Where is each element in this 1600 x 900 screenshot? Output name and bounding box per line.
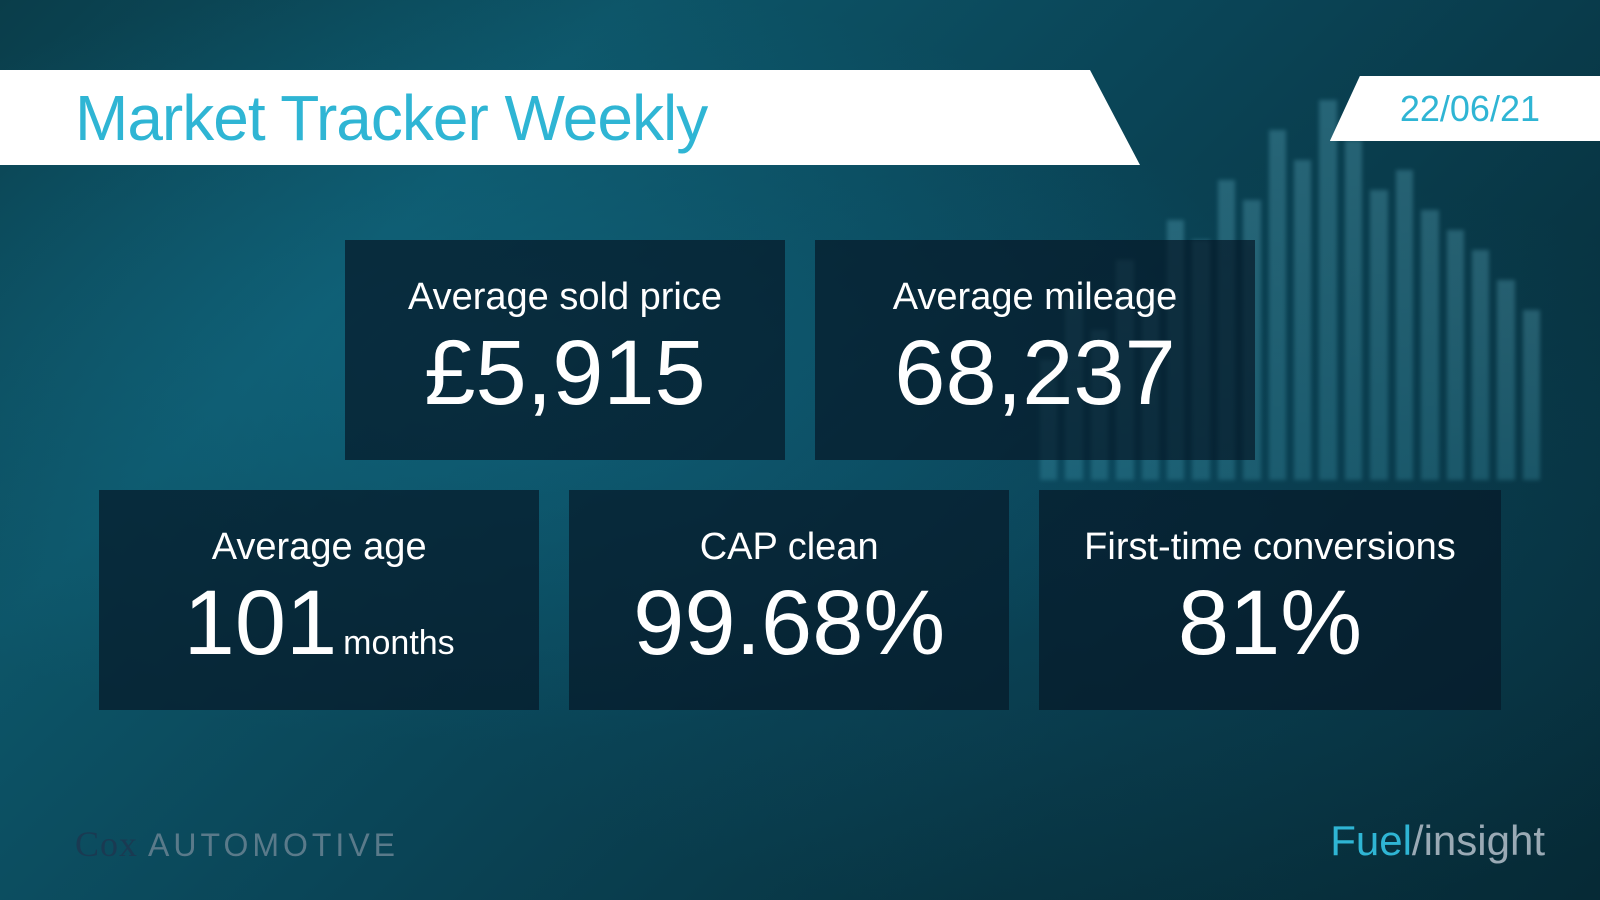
metric-card: First-time conversions 81% [1039,490,1501,710]
date-banner: 22/06/21 [1330,76,1600,141]
metric-label: Average age [212,526,427,569]
metric-card: CAP clean 99.68% [569,490,1009,710]
cox-automotive-logo: Cox AUTOMOTIVE [75,823,399,865]
metric-card: Average mileage 68,237 [815,240,1255,460]
report-date: 22/06/21 [1400,88,1540,130]
metric-card: Average sold price £5,915 [345,240,785,460]
footer: Cox AUTOMOTIVE Fuel/insight [75,817,1545,865]
logo-automotive-text: AUTOMOTIVE [148,827,399,864]
metric-card: Average age 101months [99,490,539,710]
metric-value: 68,237 [894,327,1175,419]
title-banner: Market Tracker Weekly [0,70,1140,165]
metric-suffix: months [343,624,455,663]
logo-cox-text: Cox [75,823,138,865]
metric-value-row: £5,915 [424,327,705,419]
page-title: Market Tracker Weekly [75,81,707,155]
metric-value: £5,915 [424,327,705,419]
logo-slash: / [1412,817,1424,864]
metric-label: CAP clean [700,526,879,569]
logo-fuel-text: Fuel [1330,817,1412,864]
metric-value-row: 68,237 [894,327,1175,419]
metric-value: 99.68% [633,577,945,669]
fuel-insight-logo: Fuel/insight [1330,817,1545,865]
metric-value-row: 99.68% [633,577,945,669]
header-row: Market Tracker Weekly 22/06/21 [0,70,1600,165]
metric-value: 81% [1178,577,1362,669]
metric-label: Average mileage [893,276,1177,319]
metrics-row-2: Average age 101months CAP clean 99.68% First… [99,490,1501,710]
logo-insight-text: insight [1424,817,1545,864]
metrics-row-1: Average sold price £5,915 Average mileage 6… [345,240,1255,460]
metric-value: 101 [184,577,338,669]
metric-label: Average sold price [408,276,722,319]
metric-value-row: 81% [1178,577,1362,669]
metric-value-row: 101months [184,577,455,669]
metric-label: First-time conversions [1084,526,1456,569]
metrics-container: Average sold price £5,915 Average mileage 6… [0,240,1600,710]
